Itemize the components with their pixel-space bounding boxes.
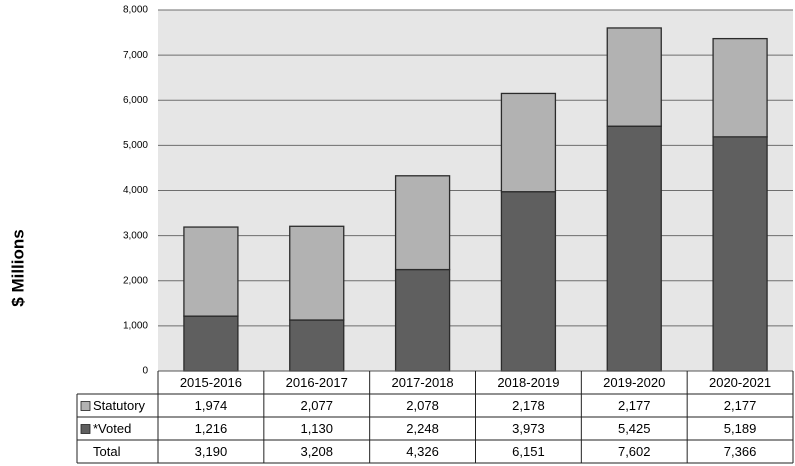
y-tick-label: 4,000	[123, 185, 148, 196]
legend-key	[80, 401, 91, 411]
x-tick-label: 2019-2020	[603, 375, 665, 390]
bar-segment	[394, 268, 451, 372]
table-cell: 3,208	[300, 444, 333, 459]
bar-segment	[183, 226, 239, 317]
table-cell: 3,190	[195, 444, 228, 459]
y-tick-label: 0	[142, 366, 148, 377]
bar-segment	[289, 225, 345, 321]
table-cell: 5,189	[724, 421, 757, 436]
table-cell: 6,151	[512, 444, 545, 459]
bar-segment	[712, 37, 768, 138]
bar-segment	[712, 136, 768, 372]
table-cell: 4,326	[406, 444, 439, 459]
y-tick-label: 1,000	[123, 321, 148, 332]
bar-segment	[183, 315, 239, 372]
bar-segment	[500, 191, 557, 372]
x-tick-label: 2016-2017	[286, 375, 348, 390]
table-cell: 1,130	[300, 421, 333, 436]
y-axis-label: $ Millions	[8, 229, 27, 306]
legend-label: *Voted	[93, 421, 131, 436]
table-cell: 2,177	[618, 398, 651, 413]
x-tick-label: 2020-2021	[709, 375, 771, 390]
bar-segment	[289, 319, 345, 372]
y-tick-label: 8,000	[123, 5, 148, 16]
bar-segment	[606, 27, 662, 127]
table-cell: 1,974	[195, 398, 228, 413]
table-cell: 5,425	[618, 421, 651, 436]
table-cell: 2,248	[406, 421, 439, 436]
table-cell: 2,078	[406, 398, 439, 413]
table-cell: 2,177	[724, 398, 757, 413]
y-tick-label: 6,000	[123, 95, 148, 106]
table-cell: 1,216	[195, 421, 228, 436]
x-tick-label: 2015-2016	[180, 375, 242, 390]
bar-segment	[500, 92, 557, 193]
table-cell: 2,178	[512, 398, 545, 413]
table-cell: 3,973	[512, 421, 545, 436]
bar-segment	[394, 175, 451, 271]
table-cell: 7,602	[618, 444, 651, 459]
table-cell: 2,077	[300, 398, 333, 413]
bar-segment	[606, 125, 662, 372]
legend-key	[80, 424, 91, 434]
y-tick-label: 3,000	[123, 230, 148, 241]
table-row-label: Total	[93, 444, 121, 459]
table-cell: 7,366	[724, 444, 757, 459]
y-tick-label: 7,000	[123, 50, 148, 61]
y-tick-label: 5,000	[123, 140, 148, 151]
y-tick-label: 2,000	[123, 275, 148, 286]
legend-label: Statutory	[93, 398, 146, 413]
x-tick-label: 2018-2019	[497, 375, 559, 390]
x-tick-label: 2017-2018	[391, 375, 453, 390]
